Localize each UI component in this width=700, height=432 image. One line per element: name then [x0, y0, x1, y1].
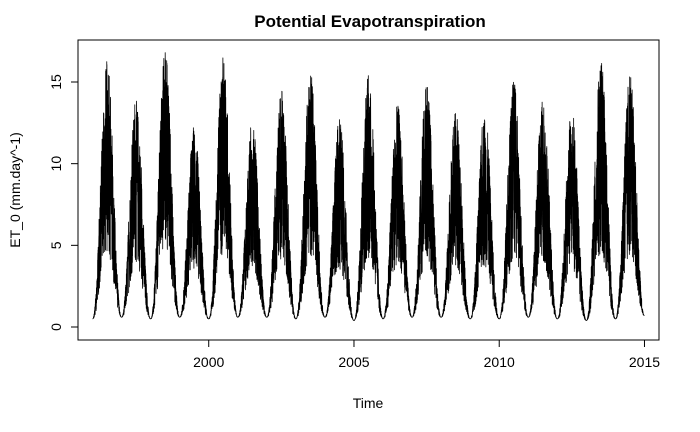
x-tick-label: 2005 — [338, 354, 369, 370]
y-tick-label: 10 — [48, 156, 64, 172]
y-axis-label: ET_0 (mm.day^-1) — [7, 132, 23, 247]
y-tick-label: 15 — [48, 74, 64, 90]
x-tick-label: 2010 — [484, 354, 515, 370]
y-tick-label: 5 — [48, 241, 64, 249]
y-axis: 0 5 10 15 — [48, 74, 79, 331]
x-tick-label: 2000 — [193, 354, 224, 370]
series-line-et0 — [92, 52, 645, 321]
chart-title: Potential Evapotranspiration — [254, 12, 485, 31]
x-tick-label: 2015 — [629, 354, 660, 370]
x-axis-label: Time — [353, 395, 384, 411]
x-axis: 2000 2005 2010 2015 — [193, 339, 660, 370]
y-tick-label: 0 — [48, 323, 64, 331]
